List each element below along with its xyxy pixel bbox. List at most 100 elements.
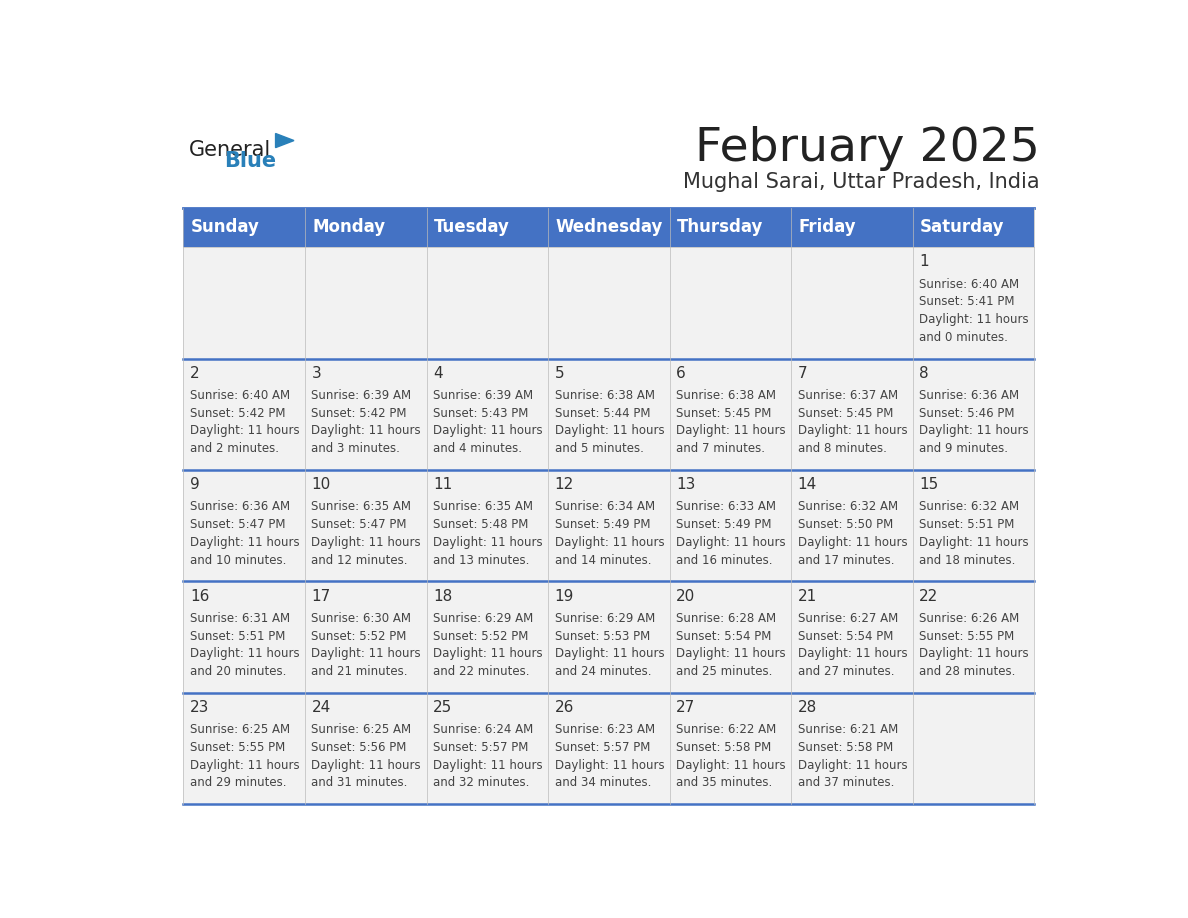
Text: Daylight: 11 hours: Daylight: 11 hours (676, 536, 785, 549)
Text: Sunrise: 6:27 AM: Sunrise: 6:27 AM (797, 612, 898, 625)
Text: and 13 minutes.: and 13 minutes. (432, 554, 530, 566)
Text: 24: 24 (311, 700, 330, 715)
Text: Daylight: 11 hours: Daylight: 11 hours (190, 758, 299, 772)
Text: 21: 21 (797, 588, 817, 603)
Text: and 12 minutes.: and 12 minutes. (311, 554, 407, 566)
Text: Sunrise: 6:25 AM: Sunrise: 6:25 AM (311, 723, 411, 736)
Text: and 29 minutes.: and 29 minutes. (190, 777, 286, 789)
Text: Sunrise: 6:26 AM: Sunrise: 6:26 AM (920, 612, 1019, 625)
Text: Sunset: 5:41 PM: Sunset: 5:41 PM (920, 296, 1015, 308)
Text: Saturday: Saturday (920, 218, 1005, 237)
Text: 9: 9 (190, 477, 200, 492)
Text: Tuesday: Tuesday (434, 218, 510, 237)
Text: Sunset: 5:52 PM: Sunset: 5:52 PM (432, 630, 529, 643)
Text: and 21 minutes.: and 21 minutes. (311, 665, 407, 677)
Text: and 34 minutes.: and 34 minutes. (555, 777, 651, 789)
FancyBboxPatch shape (426, 581, 548, 693)
Text: Daylight: 11 hours: Daylight: 11 hours (432, 424, 543, 438)
FancyBboxPatch shape (305, 581, 426, 693)
Text: and 18 minutes.: and 18 minutes. (920, 554, 1016, 566)
Text: 28: 28 (797, 700, 817, 715)
Text: Sunday: Sunday (191, 218, 260, 237)
FancyBboxPatch shape (670, 693, 791, 804)
Text: Sunset: 5:50 PM: Sunset: 5:50 PM (797, 518, 893, 532)
Text: and 9 minutes.: and 9 minutes. (920, 442, 1009, 455)
Text: 27: 27 (676, 700, 695, 715)
Text: Sunset: 5:51 PM: Sunset: 5:51 PM (190, 630, 285, 643)
Text: Daylight: 11 hours: Daylight: 11 hours (676, 424, 785, 438)
Text: Sunset: 5:56 PM: Sunset: 5:56 PM (311, 741, 406, 754)
FancyBboxPatch shape (912, 581, 1035, 693)
Text: and 7 minutes.: and 7 minutes. (676, 442, 765, 455)
Text: and 3 minutes.: and 3 minutes. (311, 442, 400, 455)
Text: Daylight: 11 hours: Daylight: 11 hours (797, 424, 908, 438)
Text: Daylight: 11 hours: Daylight: 11 hours (432, 536, 543, 549)
Text: 23: 23 (190, 700, 209, 715)
Text: 15: 15 (920, 477, 939, 492)
Text: General: General (189, 140, 271, 160)
Text: Sunset: 5:47 PM: Sunset: 5:47 PM (311, 518, 407, 532)
FancyBboxPatch shape (548, 247, 670, 359)
Text: Sunrise: 6:24 AM: Sunrise: 6:24 AM (432, 723, 533, 736)
Text: Sunrise: 6:32 AM: Sunrise: 6:32 AM (920, 500, 1019, 513)
Text: and 27 minutes.: and 27 minutes. (797, 665, 895, 677)
Text: Sunrise: 6:29 AM: Sunrise: 6:29 AM (432, 612, 533, 625)
Text: Daylight: 11 hours: Daylight: 11 hours (432, 647, 543, 660)
Text: Sunrise: 6:35 AM: Sunrise: 6:35 AM (432, 500, 533, 513)
Text: Sunrise: 6:38 AM: Sunrise: 6:38 AM (676, 389, 776, 402)
FancyBboxPatch shape (183, 470, 305, 581)
Text: 19: 19 (555, 588, 574, 603)
Text: Sunrise: 6:35 AM: Sunrise: 6:35 AM (311, 500, 411, 513)
FancyBboxPatch shape (305, 359, 426, 470)
Text: Sunset: 5:58 PM: Sunset: 5:58 PM (676, 741, 771, 754)
Text: 22: 22 (920, 588, 939, 603)
Text: Sunrise: 6:36 AM: Sunrise: 6:36 AM (190, 500, 290, 513)
Text: 5: 5 (555, 365, 564, 381)
Text: 8: 8 (920, 365, 929, 381)
Text: Sunrise: 6:39 AM: Sunrise: 6:39 AM (432, 389, 533, 402)
Text: 6: 6 (676, 365, 685, 381)
Text: Daylight: 11 hours: Daylight: 11 hours (676, 758, 785, 772)
Text: Sunset: 5:49 PM: Sunset: 5:49 PM (555, 518, 650, 532)
Text: and 10 minutes.: and 10 minutes. (190, 554, 286, 566)
Text: Sunset: 5:55 PM: Sunset: 5:55 PM (190, 741, 285, 754)
FancyBboxPatch shape (305, 470, 426, 581)
Text: Daylight: 11 hours: Daylight: 11 hours (920, 647, 1029, 660)
Text: 20: 20 (676, 588, 695, 603)
Text: and 8 minutes.: and 8 minutes. (797, 442, 886, 455)
Text: Daylight: 11 hours: Daylight: 11 hours (555, 647, 664, 660)
Text: 25: 25 (432, 700, 453, 715)
Text: Sunrise: 6:22 AM: Sunrise: 6:22 AM (676, 723, 776, 736)
Text: Sunset: 5:49 PM: Sunset: 5:49 PM (676, 518, 771, 532)
FancyBboxPatch shape (912, 470, 1035, 581)
FancyBboxPatch shape (183, 247, 305, 359)
Text: 11: 11 (432, 477, 453, 492)
FancyBboxPatch shape (548, 359, 670, 470)
FancyBboxPatch shape (426, 693, 548, 804)
Text: and 14 minutes.: and 14 minutes. (555, 554, 651, 566)
Text: 17: 17 (311, 588, 330, 603)
Text: 13: 13 (676, 477, 695, 492)
FancyBboxPatch shape (548, 470, 670, 581)
Text: 7: 7 (797, 365, 807, 381)
Text: Sunrise: 6:40 AM: Sunrise: 6:40 AM (920, 277, 1019, 291)
Text: Blue: Blue (225, 151, 276, 171)
Text: Sunrise: 6:25 AM: Sunrise: 6:25 AM (190, 723, 290, 736)
FancyBboxPatch shape (426, 359, 548, 470)
FancyBboxPatch shape (183, 359, 305, 470)
Text: and 17 minutes.: and 17 minutes. (797, 554, 895, 566)
FancyBboxPatch shape (791, 470, 912, 581)
Text: Sunset: 5:58 PM: Sunset: 5:58 PM (797, 741, 893, 754)
Text: Sunrise: 6:21 AM: Sunrise: 6:21 AM (797, 723, 898, 736)
Text: Sunset: 5:57 PM: Sunset: 5:57 PM (555, 741, 650, 754)
Text: and 16 minutes.: and 16 minutes. (676, 554, 772, 566)
Text: 10: 10 (311, 477, 330, 492)
Text: and 28 minutes.: and 28 minutes. (920, 665, 1016, 677)
Text: Sunset: 5:42 PM: Sunset: 5:42 PM (311, 407, 407, 420)
Text: Daylight: 11 hours: Daylight: 11 hours (311, 424, 421, 438)
FancyBboxPatch shape (548, 581, 670, 693)
Text: Sunset: 5:46 PM: Sunset: 5:46 PM (920, 407, 1015, 420)
FancyBboxPatch shape (912, 247, 1035, 359)
Text: Daylight: 11 hours: Daylight: 11 hours (555, 536, 664, 549)
FancyBboxPatch shape (791, 247, 912, 359)
